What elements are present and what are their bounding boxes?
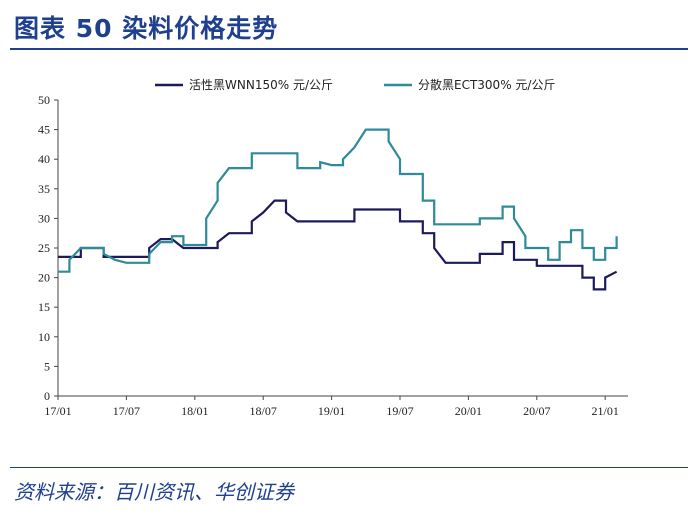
y-tick-label: 5 xyxy=(44,359,50,373)
x-tick-label: 17/01 xyxy=(44,404,71,418)
y-tick-label: 0 xyxy=(44,389,50,403)
x-tick-label: 17/07 xyxy=(113,404,140,418)
source-note: 资料来源：百川资讯、华创证券 xyxy=(14,480,294,504)
x-tick-label: 18/01 xyxy=(181,404,208,418)
x-tick-label: 21/01 xyxy=(592,404,619,418)
x-tick-label: 19/07 xyxy=(386,404,413,418)
title-bar: 图表 50 染料价格走势 xyxy=(0,0,700,52)
y-tick-label: 25 xyxy=(38,241,50,255)
x-tick-label: 18/07 xyxy=(250,404,277,418)
y-tick-label: 45 xyxy=(38,123,50,137)
y-tick-label: 40 xyxy=(38,152,50,166)
y-tick-label: 30 xyxy=(38,211,50,225)
y-tick-label: 15 xyxy=(38,300,50,314)
legend-label-1: 活性黑WNN150% 元/公斤 xyxy=(189,78,333,92)
y-tick-label: 10 xyxy=(38,330,50,344)
legend-label-2: 分散黑ECT300% 元/公斤 xyxy=(418,77,555,92)
figure-title: 图表 50 染料价格走势 xyxy=(14,14,279,43)
y-tick-label: 35 xyxy=(38,182,50,196)
x-tick-label: 19/01 xyxy=(318,404,345,418)
x-tick-label: 20/01 xyxy=(455,404,482,418)
x-tick-label: 20/07 xyxy=(523,404,550,418)
source-divider xyxy=(10,467,688,468)
price-line-chart: 0 5 10 15 20 25 30 35 40 45 50 17/01 17/07 18/01 18/07… xyxy=(38,77,628,418)
y-tick-label: 20 xyxy=(38,271,50,285)
title-divider xyxy=(10,48,688,50)
series-line-1 xyxy=(58,199,618,291)
chart-container: 0 5 10 15 20 25 30 35 40 45 50 17/01 17/07 18/01 18/07… xyxy=(0,52,700,465)
series-line-2 xyxy=(58,128,618,273)
y-tick-label: 50 xyxy=(38,93,50,107)
